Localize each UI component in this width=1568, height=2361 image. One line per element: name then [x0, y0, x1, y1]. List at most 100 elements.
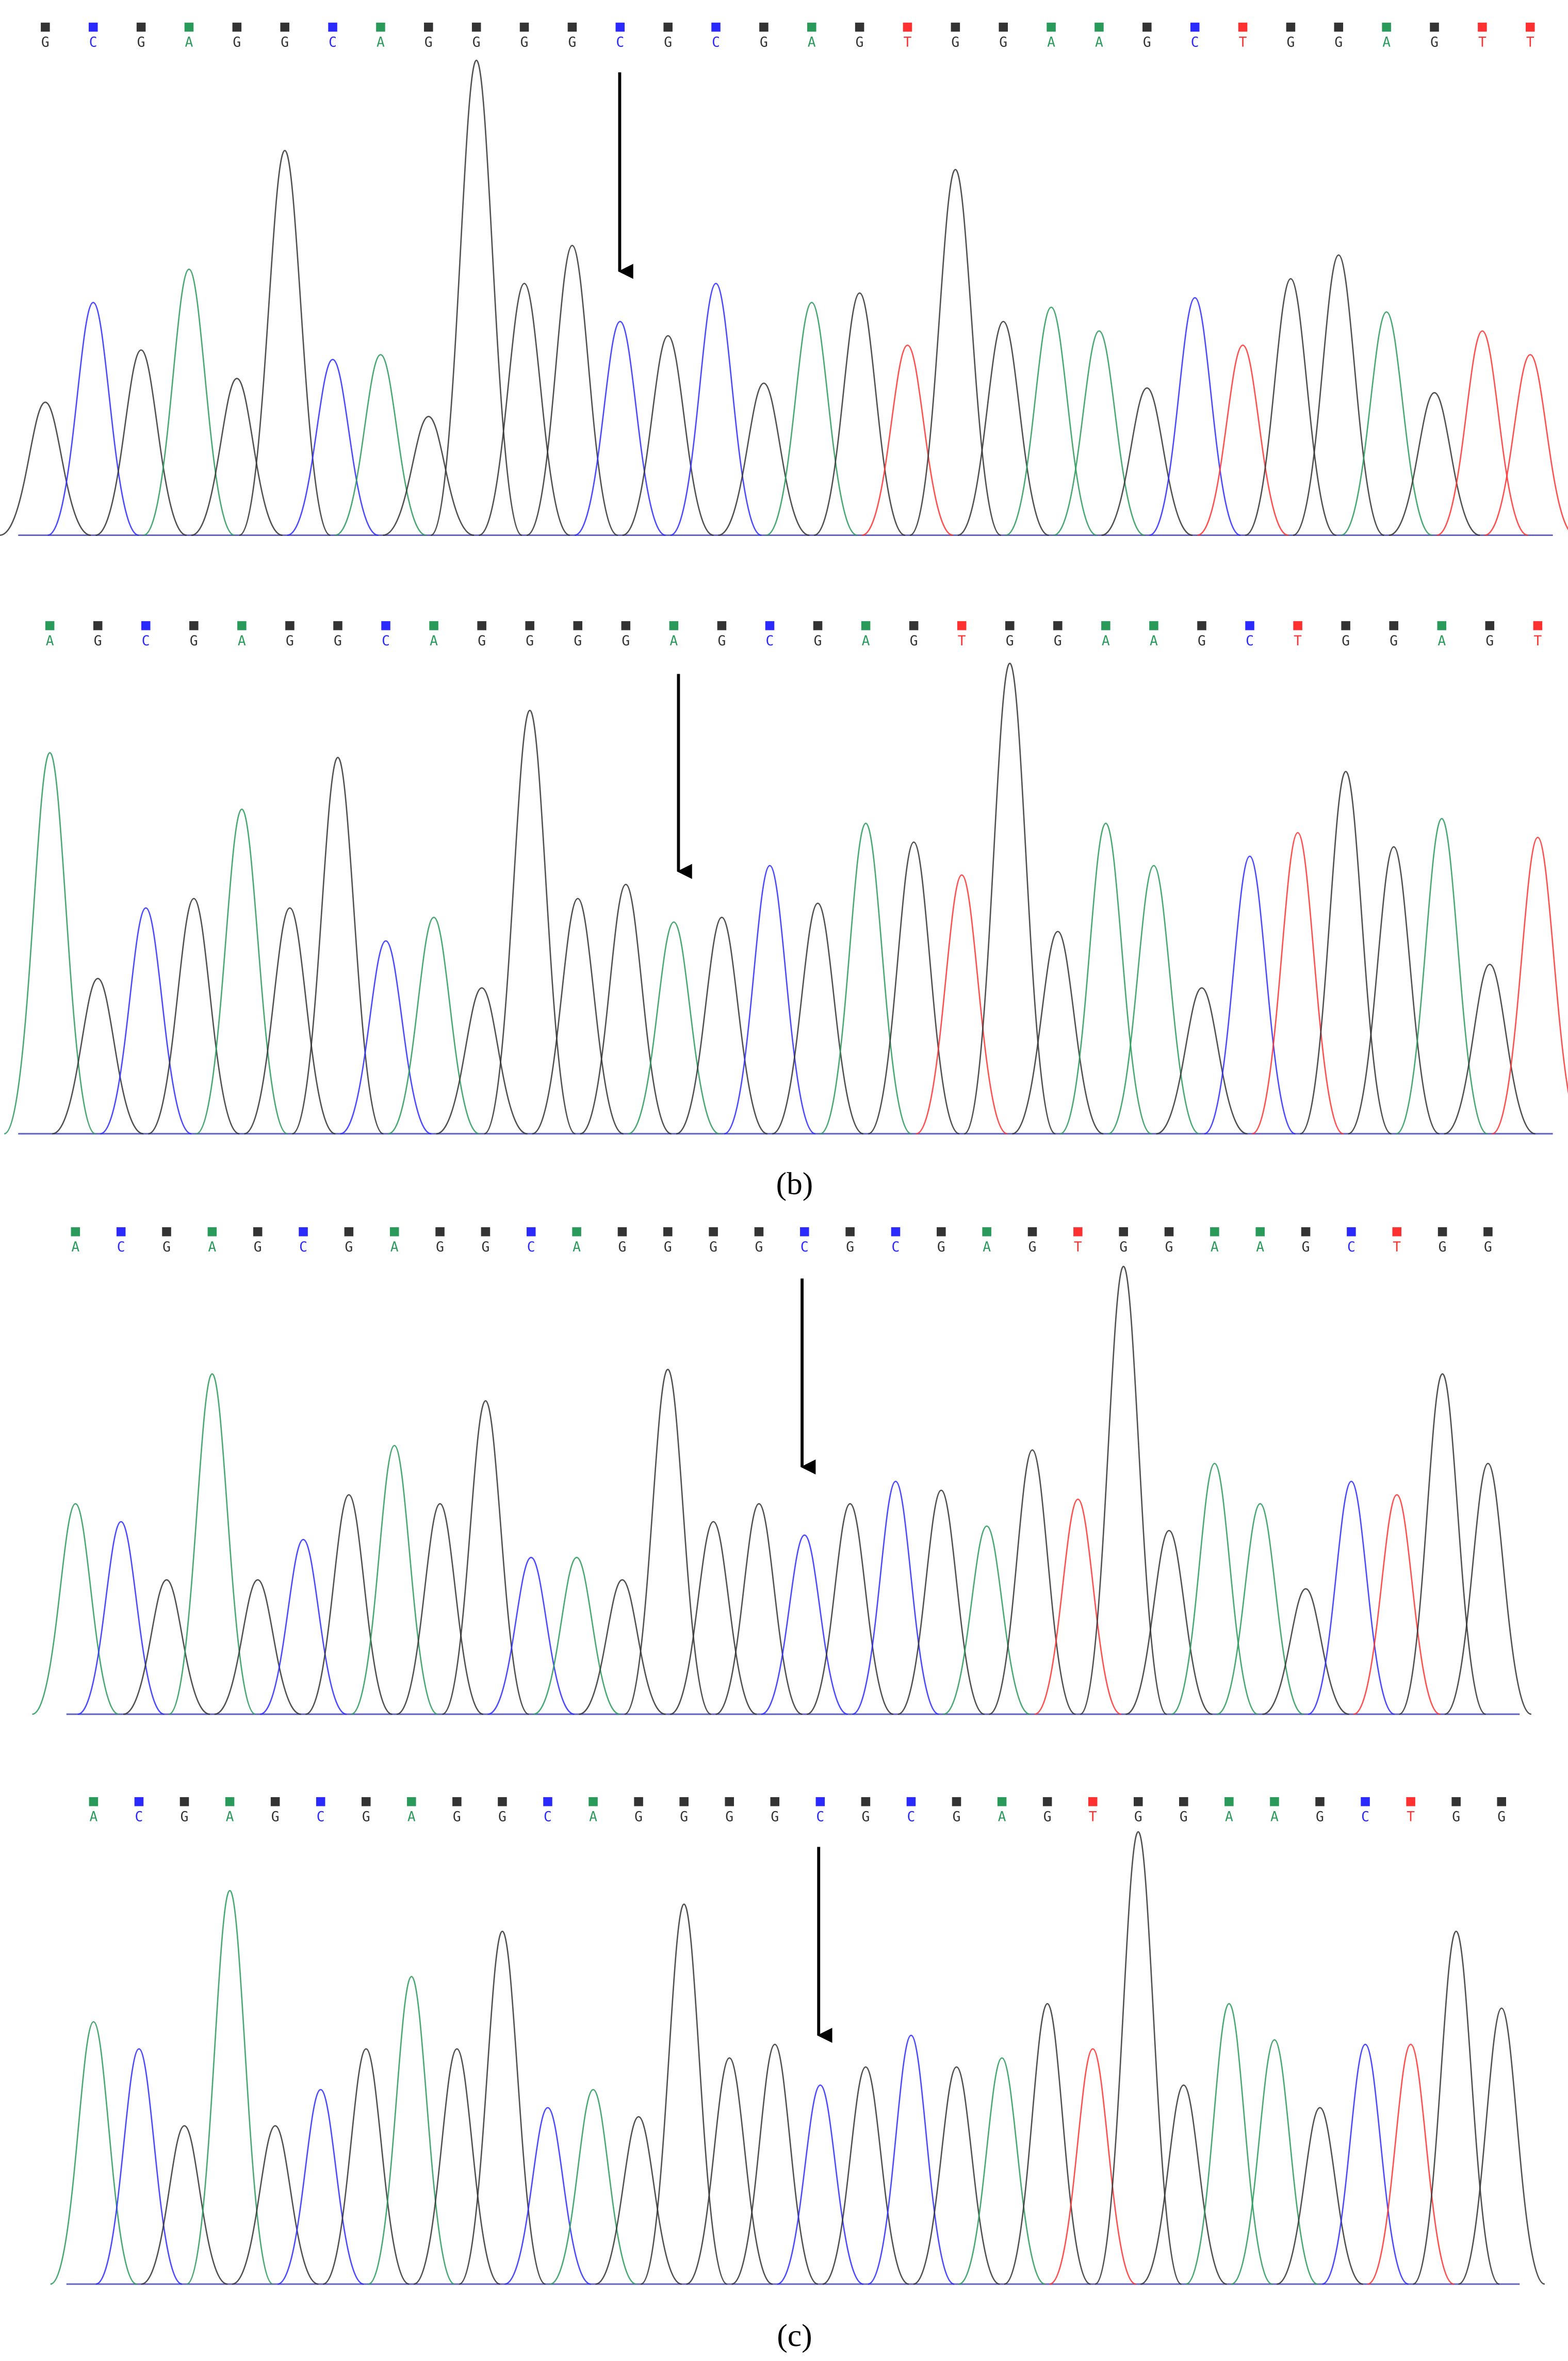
- peak: [1277, 2107, 1363, 2285]
- base-label: G: [1334, 35, 1343, 51]
- base-marker: [1361, 1797, 1370, 1806]
- peak: [533, 1557, 620, 1715]
- peak: [957, 320, 1049, 536]
- peak: [622, 335, 714, 536]
- peak: [989, 1449, 1076, 1715]
- base-label: G: [190, 633, 198, 649]
- base-marker: [1053, 621, 1063, 630]
- base-marker: [754, 1227, 764, 1236]
- base-label: T: [1294, 633, 1302, 649]
- base-label: A: [430, 633, 438, 649]
- peak: [820, 822, 912, 1135]
- peak: [1080, 1265, 1167, 1715]
- base-marker: [1341, 621, 1350, 630]
- peak: [669, 1521, 757, 1715]
- base-marker: [184, 22, 194, 32]
- base-marker: [999, 22, 1008, 32]
- peak: [731, 2043, 819, 2285]
- peak: [186, 1890, 273, 2285]
- base-marker: [361, 1797, 371, 1806]
- base-marker: [134, 1797, 144, 1806]
- base-marker: [711, 22, 721, 32]
- base-label: C: [544, 1810, 552, 1825]
- base-label: C: [135, 1810, 143, 1825]
- peak: [383, 416, 475, 536]
- base-label: A: [1225, 1810, 1233, 1825]
- base-marker: [951, 22, 960, 32]
- peak: [579, 1579, 666, 1715]
- base-marker: [285, 621, 295, 630]
- peak: [259, 1539, 347, 1715]
- peak: [1049, 2048, 1136, 2285]
- base-marker: [815, 1797, 825, 1806]
- base-marker: [88, 22, 98, 32]
- base-label: G: [861, 1810, 870, 1825]
- base-label: C: [712, 35, 720, 51]
- base-label: A: [226, 1810, 234, 1825]
- base-label: G: [1143, 35, 1151, 51]
- base-label: G: [717, 633, 726, 649]
- base-label: T: [1407, 1810, 1415, 1825]
- base-label: G: [760, 35, 768, 51]
- base-marker: [709, 1227, 718, 1236]
- peak: [123, 1579, 210, 1715]
- base-label: C: [329, 35, 337, 51]
- base-label: A: [89, 1810, 97, 1825]
- base-marker: [1406, 1797, 1415, 1806]
- base-label: G: [755, 1240, 763, 1255]
- base-marker: [1533, 621, 1543, 630]
- base-marker: [344, 1227, 354, 1236]
- base-label: G: [814, 633, 822, 649]
- base-label: A: [862, 633, 870, 649]
- base-marker: [1047, 22, 1056, 32]
- base-marker: [1245, 621, 1254, 630]
- base-label: G: [345, 1240, 353, 1255]
- base-label: G: [334, 633, 342, 649]
- base-label: G: [1006, 633, 1014, 649]
- base-label: G: [181, 1810, 189, 1825]
- peak: [292, 757, 384, 1135]
- base-marker: [389, 1227, 399, 1236]
- peak: [1060, 822, 1152, 1135]
- base-label: A: [1270, 1810, 1279, 1825]
- base-label: G: [1119, 1240, 1128, 1255]
- base-label: G: [271, 1810, 280, 1825]
- peak: [196, 808, 288, 1135]
- peak: [305, 1494, 393, 1715]
- peak: [322, 2048, 410, 2285]
- base-label: G: [937, 1240, 945, 1255]
- peak: [1492, 837, 1568, 1135]
- base-label: G: [137, 35, 145, 51]
- peak: [1444, 964, 1536, 1135]
- base-marker: [1101, 621, 1110, 630]
- peak: [1245, 278, 1337, 536]
- base-marker: [435, 1227, 445, 1236]
- base-label: C: [382, 633, 390, 649]
- base-marker: [573, 621, 583, 630]
- peak: [47, 302, 139, 536]
- base-label: A: [46, 633, 54, 649]
- peak: [368, 1976, 455, 2285]
- base-label: G: [498, 1810, 507, 1825]
- peak: [761, 1534, 848, 1715]
- base-label: G: [1028, 1240, 1037, 1255]
- base-label: G: [725, 1810, 733, 1825]
- base-label: G: [680, 1810, 688, 1825]
- base-marker: [1133, 1797, 1143, 1806]
- peak: [52, 978, 144, 1135]
- peak: [718, 382, 810, 536]
- base-label: G: [1054, 633, 1062, 649]
- peak: [766, 302, 858, 536]
- base-marker: [957, 621, 967, 630]
- peak: [868, 841, 960, 1135]
- base-marker: [253, 1227, 263, 1236]
- base-label: C: [801, 1240, 809, 1255]
- peak: [351, 1445, 438, 1715]
- peak: [459, 1930, 546, 2285]
- base-marker: [634, 1797, 643, 1806]
- peak: [526, 245, 618, 536]
- peak: [1101, 387, 1193, 536]
- base-label: A: [1047, 35, 1055, 51]
- peak: [913, 2066, 1000, 2285]
